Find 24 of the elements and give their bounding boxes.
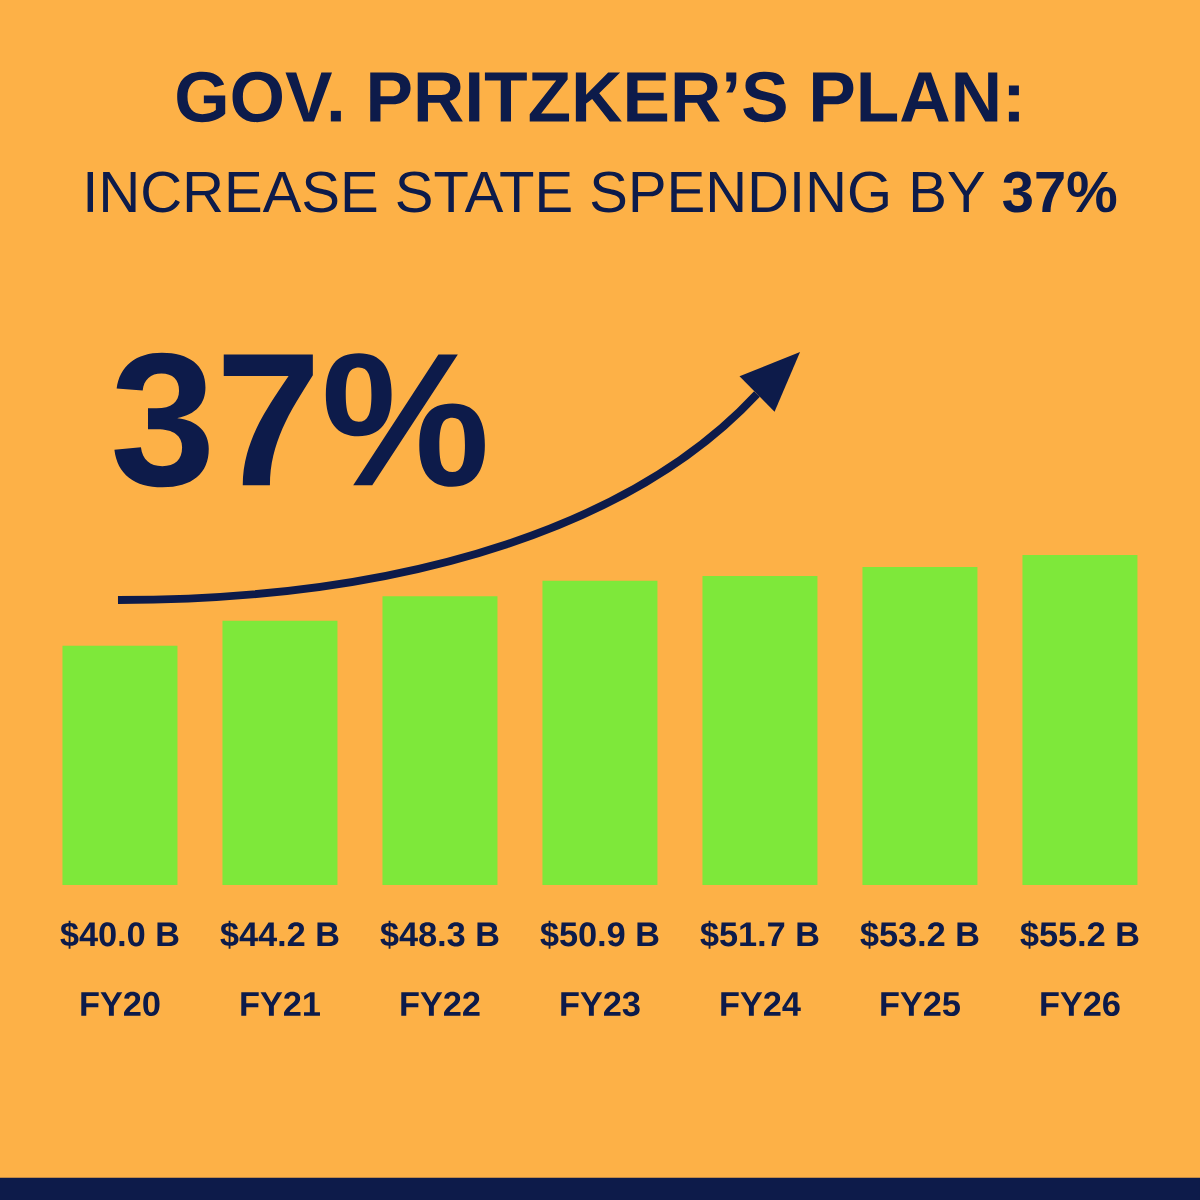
- x-tick-label: FY26: [1041, 991, 1120, 1017]
- bar: [222, 620, 338, 885]
- text: 37%: [114, 352, 485, 488]
- data-label: $55.2 B: [1020, 920, 1139, 949]
- data-label: $48.3 B: [380, 920, 499, 949]
- bar: [862, 566, 978, 885]
- x-tick-label: FY24: [721, 991, 801, 1016]
- data-label: $40.0 B: [60, 920, 179, 949]
- bar: [382, 596, 498, 885]
- bar: [542, 580, 658, 885]
- chart-title: GOV. PRITZKER’S PLAN:: [177, 71, 1019, 123]
- bar: [702, 575, 818, 885]
- data-label: $51.7 B: [700, 920, 819, 949]
- bar: [1022, 555, 1138, 885]
- bar: [62, 645, 178, 885]
- x-tick-label: FY25: [881, 991, 960, 1017]
- data-label: $50.9 B: [540, 920, 659, 949]
- data-label: $53.2 B: [860, 920, 979, 949]
- x-tick-label: FY21: [241, 991, 320, 1016]
- chart-subtitle: INCREASE STATE SPENDING BY 37%: [87, 171, 1117, 213]
- x-tick-label: FY23: [561, 991, 640, 1017]
- data-label: $44.2 B: [220, 920, 339, 949]
- x-tick-label: FY20: [81, 991, 160, 1017]
- x-tick-label: FY22: [401, 991, 480, 1016]
